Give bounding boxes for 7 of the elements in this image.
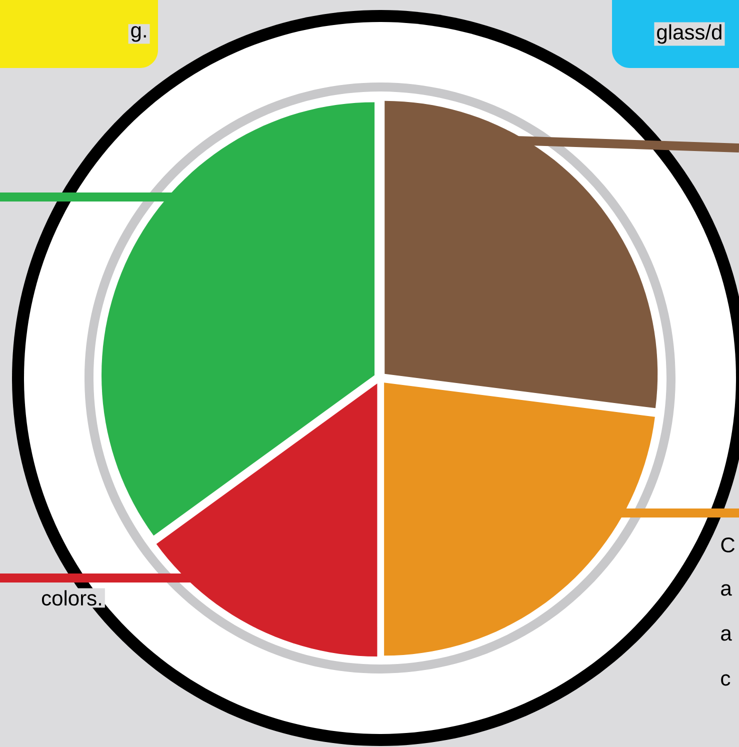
- text: colors.: [42, 590, 101, 606]
- text: glass/d: [657, 24, 722, 44]
- text: g.: [131, 26, 146, 42]
- text: a: [721, 584, 732, 596]
- text: a: [721, 629, 732, 641]
- text: c: [721, 674, 730, 686]
- text: C: [721, 538, 735, 552]
